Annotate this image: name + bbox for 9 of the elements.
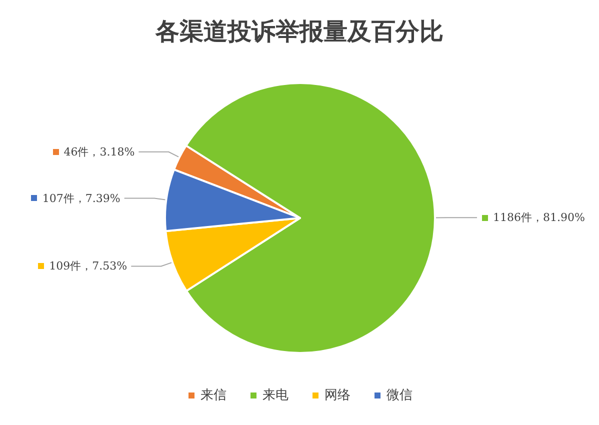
data-label: 109件，7.53%	[49, 260, 128, 273]
data-label: 107件，7.39%	[42, 192, 120, 205]
data-label: 46件，3.18%	[64, 145, 135, 158]
legend-label: 微信	[386, 388, 412, 403]
legend-label: 来电	[262, 388, 288, 403]
legend-label: 网络	[324, 388, 350, 403]
chart-title: 各渠道投诉举报量及百分比	[154, 16, 444, 46]
data-label: 1186件，81.90%	[493, 211, 585, 224]
legend-label: 来信	[200, 388, 226, 403]
